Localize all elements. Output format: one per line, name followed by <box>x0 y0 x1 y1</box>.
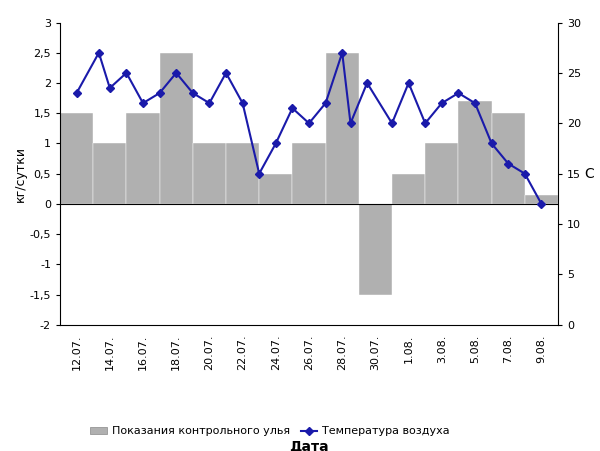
Bar <box>60 113 93 204</box>
Bar <box>458 101 491 204</box>
Y-axis label: C: C <box>584 166 595 181</box>
Bar <box>292 143 326 204</box>
Bar <box>359 204 392 295</box>
Text: Дата: Дата <box>289 440 329 451</box>
Bar <box>226 143 259 204</box>
Bar <box>525 195 558 204</box>
Bar <box>491 113 525 204</box>
Bar <box>392 174 425 204</box>
Bar <box>259 174 292 204</box>
Bar <box>127 113 160 204</box>
Bar <box>193 143 226 204</box>
Bar <box>160 53 193 204</box>
Bar <box>425 143 458 204</box>
Y-axis label: кг/сутки: кг/сутки <box>14 146 26 202</box>
Bar <box>326 53 359 204</box>
Legend: Показания контрольного улья, Температура воздуха: Показания контрольного улья, Температура… <box>86 422 454 441</box>
Bar <box>93 143 127 204</box>
